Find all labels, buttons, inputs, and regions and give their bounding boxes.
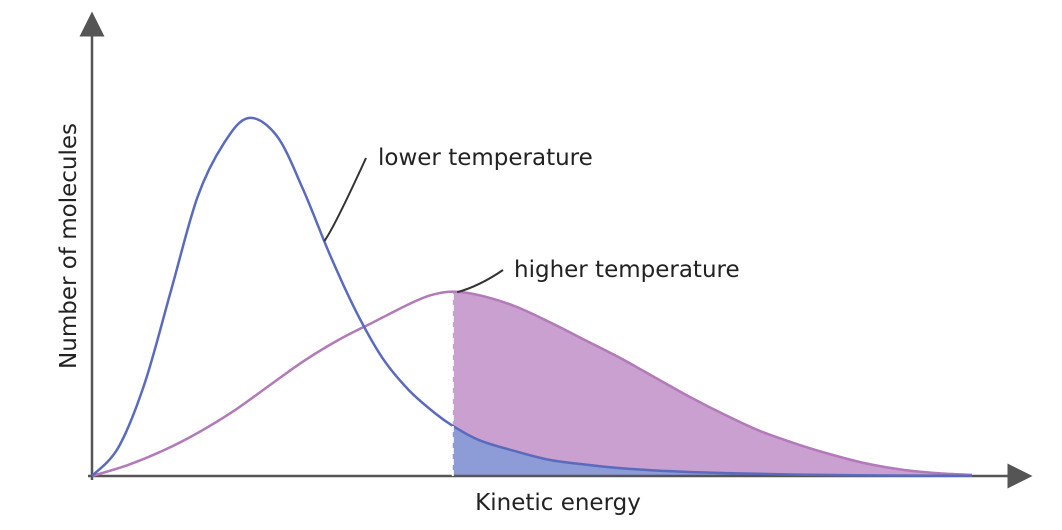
- lower-temperature-shaded-area: [452, 425, 972, 476]
- higher-temperature-curve: [91, 290, 973, 478]
- higher-temperature-leader-line: [456, 269, 504, 294]
- x-axis-label: Kinetic energy: [475, 490, 641, 516]
- y-axis-label: Number of molecules: [56, 123, 82, 369]
- lower-temperature-label: lower temperature: [378, 145, 593, 171]
- higher-temperature-shaded-area: [452, 291, 972, 476]
- lower-temperature-curve: [91, 116, 973, 478]
- higher-temperature-label: higher temperature: [514, 257, 740, 283]
- lower-temperature-leader-line: [323, 157, 367, 242]
